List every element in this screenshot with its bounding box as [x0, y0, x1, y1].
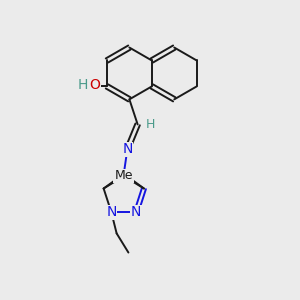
Text: O: O [89, 78, 100, 92]
Text: N: N [106, 205, 116, 219]
Text: N: N [122, 142, 133, 156]
Text: N: N [131, 205, 141, 219]
Text: Me: Me [115, 169, 134, 182]
Text: H: H [145, 118, 155, 131]
Text: Me: Me [114, 169, 133, 182]
Text: H: H [78, 78, 88, 92]
